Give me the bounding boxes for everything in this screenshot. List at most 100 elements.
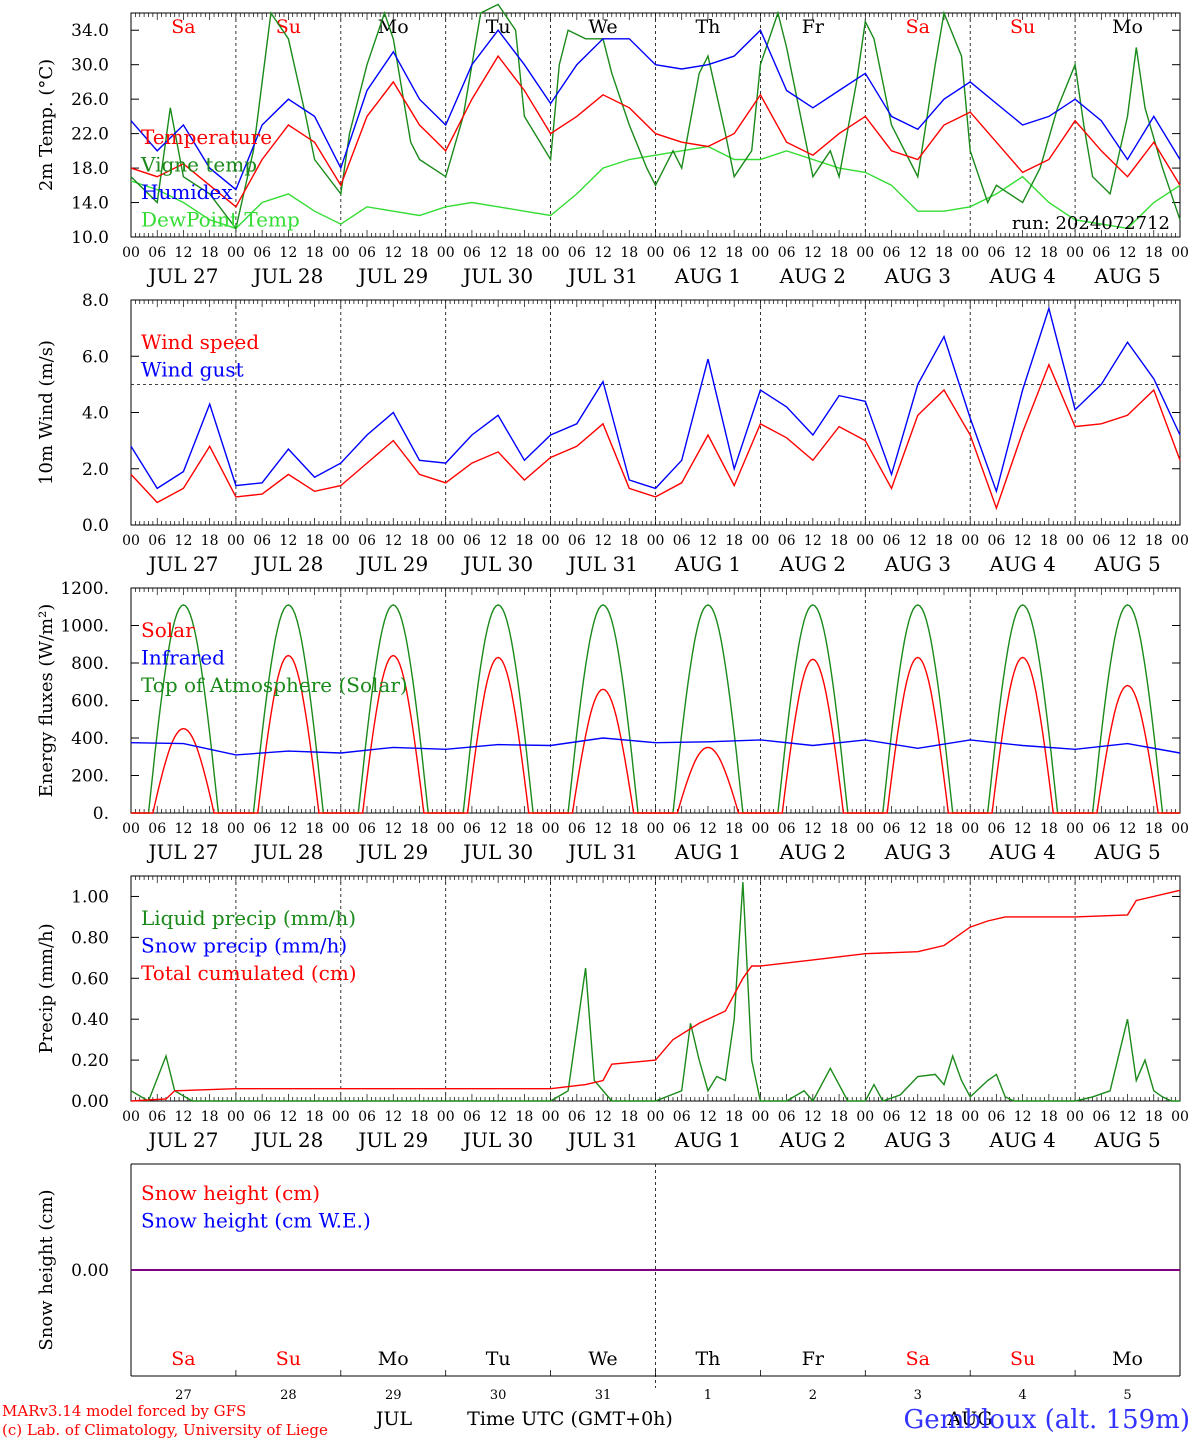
plot-frame bbox=[130, 587, 1181, 814]
y-axis-label: Energy fluxes (W/m²) bbox=[36, 604, 57, 798]
hour-tick-label: 12 bbox=[489, 821, 507, 837]
y-tick-label: 1.00 bbox=[71, 887, 109, 907]
series-line bbox=[130, 882, 1180, 1103]
hour-tick-label: 18 bbox=[935, 533, 953, 549]
hour-tick-label: 00 bbox=[542, 245, 560, 261]
hour-tick-label: 00 bbox=[856, 245, 874, 261]
hour-tick-label: 06 bbox=[778, 1109, 796, 1125]
date-label: AUG 5 bbox=[1093, 264, 1160, 288]
hour-tick-label: 12 bbox=[1119, 533, 1137, 549]
hour-tick-label: 18 bbox=[1145, 1109, 1163, 1125]
hour-tick-label: 18 bbox=[935, 245, 953, 261]
date-label: JUL 27 bbox=[146, 552, 218, 576]
hour-tick-label: 18 bbox=[620, 821, 638, 837]
weekday-label: Sa bbox=[906, 16, 930, 38]
series-line bbox=[130, 28, 1181, 191]
hour-tick-label: 18 bbox=[201, 245, 219, 261]
hour-tick-label: 18 bbox=[620, 1109, 638, 1125]
hour-tick-label: 12 bbox=[699, 245, 717, 261]
date-label: AUG 5 bbox=[1093, 840, 1160, 864]
series-line bbox=[130, 889, 1181, 1102]
hour-tick-label: 00 bbox=[751, 533, 769, 549]
hour-tick-label: 00 bbox=[961, 1109, 979, 1125]
legend-entry: Total cumulated (cm) bbox=[141, 961, 357, 985]
hour-tick-label: 06 bbox=[778, 245, 796, 261]
y-tick-label: 30.0 bbox=[71, 56, 109, 76]
hour-tick-label: 06 bbox=[358, 1109, 376, 1125]
date-label: AUG 2 bbox=[779, 264, 846, 288]
date-label: AUG 4 bbox=[988, 840, 1055, 864]
hour-tick-label: 00 bbox=[122, 245, 140, 261]
day-number-label: 2 bbox=[809, 1388, 817, 1403]
day-number-label: 29 bbox=[385, 1388, 402, 1403]
hour-tick-label: 18 bbox=[830, 533, 848, 549]
hour-tick-label: 12 bbox=[909, 821, 927, 837]
hour-tick-label: 18 bbox=[1040, 821, 1058, 837]
date-label: JUL 29 bbox=[356, 1128, 428, 1152]
legend-entry: DewPoint Temp bbox=[141, 208, 300, 232]
hour-tick-label: 06 bbox=[148, 1109, 166, 1125]
hour-tick-label: 12 bbox=[804, 1109, 822, 1125]
legend-entry: Vigne temp bbox=[140, 153, 257, 177]
plot-frame bbox=[130, 299, 1181, 526]
hour-tick-label: 00 bbox=[437, 1109, 455, 1125]
hour-tick-label: 00 bbox=[332, 533, 350, 549]
weekday-label: Sa bbox=[906, 1348, 930, 1370]
hour-tick-label: 06 bbox=[358, 533, 376, 549]
legend-entry: Humidex bbox=[141, 180, 233, 204]
month-left-label: JUL bbox=[374, 1408, 413, 1430]
hour-tick-label: 18 bbox=[725, 245, 743, 261]
hour-tick-label: 00 bbox=[1066, 245, 1084, 261]
hour-tick-label: 00 bbox=[542, 533, 560, 549]
hour-tick-label: 18 bbox=[935, 1109, 953, 1125]
energy-flux-panel: 00 06 12 18 00 06 12 18 00 06 12 18 00 06 12 18 00 06 12 18… bbox=[36, 579, 1189, 864]
hour-tick-label: 06 bbox=[673, 245, 691, 261]
hour-tick-label: 00 bbox=[1066, 821, 1084, 837]
weekday-label: Su bbox=[1010, 16, 1035, 38]
hour-tick-label: 00 bbox=[332, 1109, 350, 1125]
hour-tick-label: 18 bbox=[830, 1109, 848, 1125]
series-line bbox=[131, 654, 1180, 814]
hour-tick-label: 12 bbox=[175, 245, 193, 261]
hour-tick-label: 06 bbox=[673, 533, 691, 549]
date-label: JUL 28 bbox=[251, 552, 323, 576]
hour-tick-label: 12 bbox=[279, 245, 297, 261]
date-label: AUG 3 bbox=[884, 1128, 951, 1152]
precip-panel: 00 06 12 18 00 06 12 18 00 06 12 18 00 06 12 18 00 06 12 18… bbox=[36, 875, 1189, 1152]
hour-tick-label: 00 bbox=[647, 245, 665, 261]
y-tick-label: 22.0 bbox=[71, 125, 109, 145]
legend-entry: Liquid precip (mm/h) bbox=[141, 906, 356, 930]
date-label: JUL 30 bbox=[461, 264, 533, 288]
hour-tick-label: 12 bbox=[175, 1109, 193, 1125]
hour-tick-label: 00 bbox=[542, 1109, 560, 1125]
hour-tick-label: 00 bbox=[1171, 1109, 1189, 1125]
date-label: JUL 27 bbox=[146, 840, 218, 864]
hour-tick-label: 00 bbox=[961, 533, 979, 549]
hour-tick-label: 12 bbox=[699, 533, 717, 549]
y-tick-label: 0.80 bbox=[71, 928, 109, 948]
hour-tick-label: 12 bbox=[594, 1109, 612, 1125]
hour-tick-label: 12 bbox=[279, 821, 297, 837]
hour-tick-label: 12 bbox=[279, 1109, 297, 1125]
hour-tick-label: 00 bbox=[647, 821, 665, 837]
hour-tick-label: 18 bbox=[725, 821, 743, 837]
hour-tick-label: 06 bbox=[358, 821, 376, 837]
legend-entry: Solar bbox=[141, 618, 195, 642]
y-tick-label: 400. bbox=[71, 729, 109, 749]
y-axis-label: 10m Wind (m/s) bbox=[36, 340, 57, 485]
hour-tick-label: 06 bbox=[463, 533, 481, 549]
y-tick-label: 800. bbox=[71, 654, 109, 674]
y-tick-label: 26.0 bbox=[71, 90, 109, 110]
date-label: JUL 28 bbox=[251, 264, 323, 288]
y-tick-label: 1000. bbox=[60, 617, 109, 637]
hour-tick-label: 00 bbox=[332, 821, 350, 837]
hour-tick-label: 06 bbox=[883, 821, 901, 837]
hour-tick-label: 18 bbox=[830, 245, 848, 261]
hour-tick-label: 12 bbox=[909, 533, 927, 549]
y-tick-label: 18.0 bbox=[71, 159, 109, 179]
hour-tick-label: 18 bbox=[830, 821, 848, 837]
hour-tick-label: 18 bbox=[515, 245, 533, 261]
y-tick-label: 6.0 bbox=[82, 347, 109, 367]
hour-tick-label: 18 bbox=[1145, 821, 1163, 837]
weekday-label: Mo bbox=[378, 1348, 409, 1370]
